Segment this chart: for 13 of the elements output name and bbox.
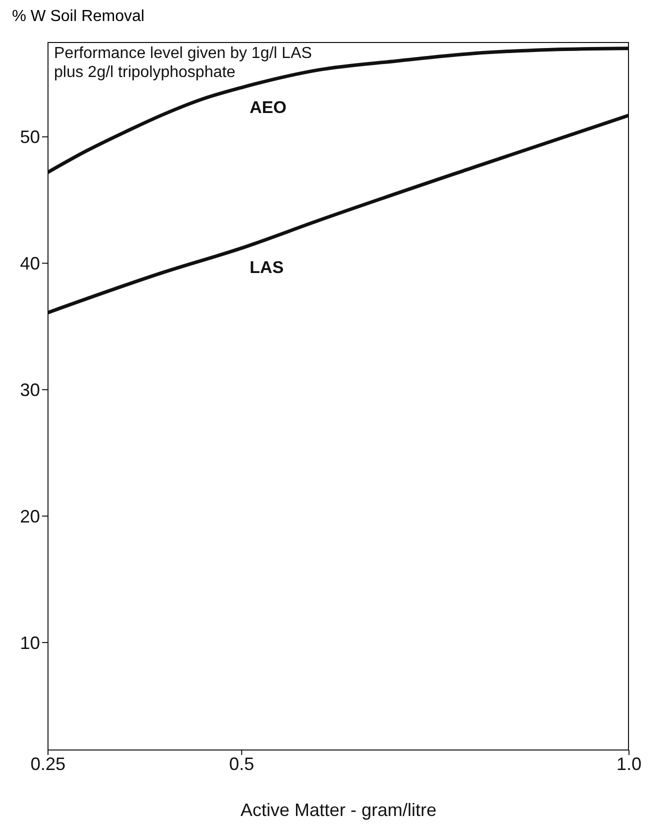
y-axis-title: % W Soil Removal xyxy=(11,8,146,27)
x-tick-label: 0.25 xyxy=(30,754,66,774)
x-tick-label: 0.5 xyxy=(229,754,254,774)
y-tick-label: 10 xyxy=(20,632,40,653)
y-tick-label: 20 xyxy=(20,506,40,526)
annotation: Performance level given by 1g/l LAS plus 2g/l tripolyphosphate xyxy=(54,44,312,82)
x-axis-title: Active Matter - gram/litre xyxy=(240,800,437,820)
series-label: AEO xyxy=(250,98,286,118)
x-tick-label: 1.0 xyxy=(616,754,642,774)
y-tick-label: 40 xyxy=(20,254,40,274)
series-label: LAS xyxy=(250,258,284,278)
y-tick-label: 30 xyxy=(20,380,40,400)
y-tick-label: 50 xyxy=(20,127,40,148)
